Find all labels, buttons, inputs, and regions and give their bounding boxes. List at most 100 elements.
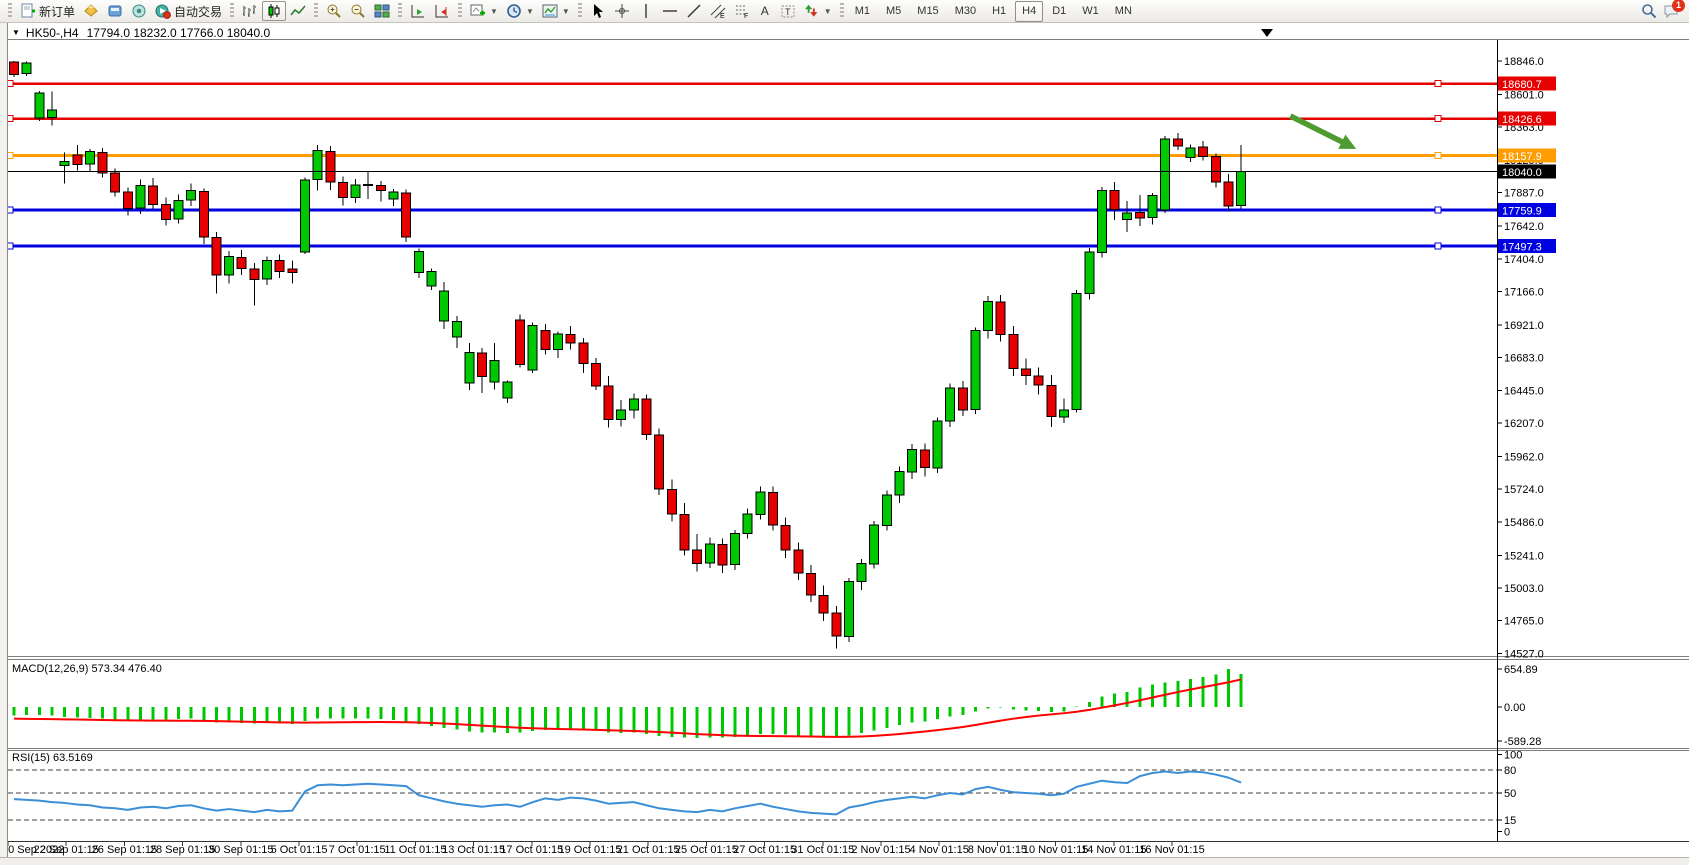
svg-text:F: F — [744, 13, 748, 19]
timeframe-M1[interactable]: M1 — [854, 5, 870, 17]
candle-body — [489, 360, 500, 383]
main-toolbar: 新订单 自动交易 — [0, 0, 1689, 23]
candle-body — [375, 184, 386, 191]
candle-body — [1210, 155, 1221, 183]
zoom-in-button[interactable] — [322, 1, 346, 21]
candle-body — [1058, 409, 1069, 418]
zoom-out-icon — [350, 3, 366, 19]
down-arrow-head — [1338, 134, 1357, 149]
candle-body — [641, 398, 652, 436]
line-handle[interactable] — [1434, 115, 1442, 123]
timeframe-H1[interactable]: H1 — [992, 5, 1007, 17]
candle-body — [1134, 212, 1145, 219]
candle-body — [527, 324, 538, 371]
svg-text:T: T — [785, 7, 791, 17]
vertical-line-button[interactable] — [634, 1, 658, 21]
candle-body — [932, 420, 943, 469]
autotrading-button[interactable]: 自动交易 — [151, 1, 226, 21]
fibonacci-button[interactable]: F — [730, 1, 754, 21]
line-handle[interactable] — [1434, 80, 1442, 88]
equidistant-channel-button[interactable]: E — [706, 1, 730, 21]
date-label: 10 Nov 01:15 — [1023, 844, 1088, 856]
date-label: 22 Sep 01:15 — [33, 844, 98, 856]
candle-body — [1236, 171, 1247, 206]
candle-body — [831, 612, 842, 637]
candle-body — [198, 190, 209, 238]
line-handle[interactable] — [1434, 206, 1442, 214]
candle-body — [287, 268, 298, 274]
templates-button[interactable]: ▼ — [538, 1, 574, 21]
crosshair-button[interactable] — [610, 1, 634, 21]
signals-button[interactable] — [127, 1, 151, 21]
timeframe-W1[interactable]: W1 — [1082, 5, 1099, 17]
search-icon[interactable] — [1641, 3, 1657, 19]
candle-body — [666, 488, 677, 515]
text-button[interactable]: A — [754, 1, 776, 21]
axis-tick-label: 16683.0 — [1504, 353, 1544, 365]
new-order-button[interactable]: 新订单 — [16, 1, 79, 21]
macd-axis-label: -589.28 — [1504, 736, 1541, 748]
date-label: 17 Oct 01:15 — [500, 844, 563, 856]
price-badge-label: 18680.7 — [1502, 79, 1542, 91]
new-chart-icon — [470, 3, 486, 19]
date-label: 8 Nov 01:15 — [968, 844, 1027, 856]
rsi-axis-label: 15 — [1504, 815, 1516, 827]
candle-body — [704, 543, 715, 564]
toolbar-grip — [8, 3, 12, 19]
market-watch-button[interactable] — [79, 1, 103, 21]
bar-chart-button[interactable] — [238, 1, 262, 21]
chart-shift-button[interactable] — [430, 1, 454, 21]
candle-body — [1122, 212, 1133, 221]
candle-body — [224, 256, 235, 276]
timeframe-M15[interactable]: M15 — [917, 5, 939, 17]
horizontal-line-button[interactable] — [658, 1, 682, 21]
candlestick-button[interactable] — [262, 1, 287, 21]
axis-tick-label: 17166.0 — [1504, 286, 1544, 298]
navigator-button[interactable] — [103, 1, 127, 21]
auto-scroll-button[interactable] — [406, 1, 430, 21]
arrows-button[interactable]: ▼ — [800, 1, 836, 21]
timeframe-M30[interactable]: M30 — [954, 5, 977, 17]
down-arrow-annotation[interactable] — [1289, 113, 1348, 147]
candle-body — [426, 270, 437, 287]
cursor-button[interactable] — [586, 1, 610, 21]
candle-body — [160, 203, 171, 220]
rsi-axis-label: 50 — [1504, 788, 1516, 800]
candle-body — [363, 184, 374, 187]
timeframe-M5[interactable]: M5 — [886, 5, 902, 17]
trendline-button[interactable] — [682, 1, 706, 21]
new-chart-button[interactable]: ▼ — [466, 1, 502, 21]
candle-body — [325, 151, 336, 183]
tile-windows-button[interactable] — [370, 1, 394, 21]
timeframes-clock-button[interactable]: ▼ — [502, 1, 538, 21]
vertical-line-icon — [638, 3, 654, 19]
zoom-out-button[interactable] — [346, 1, 370, 21]
axis-tick-label: 15962.0 — [1504, 452, 1544, 464]
axis-tick-label: 16921.0 — [1504, 320, 1544, 332]
candle-body — [894, 471, 905, 496]
timeframe-H4[interactable]: H4 — [1015, 0, 1044, 22]
line-chart-button[interactable] — [286, 1, 310, 21]
candle-body — [805, 572, 816, 596]
chart-shift-marker-icon[interactable] — [1261, 29, 1273, 37]
text-label-button[interactable]: T — [776, 1, 800, 21]
window-left-edge — [0, 23, 8, 865]
chat-button[interactable]: 1 — [1663, 0, 1685, 19]
line-handle[interactable] — [1434, 151, 1442, 159]
timeframe-MN[interactable]: MN — [1114, 5, 1132, 17]
price-badge — [1498, 238, 1556, 253]
price-badge — [1498, 76, 1556, 91]
new-order-icon — [20, 3, 36, 19]
line-handle[interactable] — [1434, 242, 1442, 250]
date-label: 30 Sep 01:15 — [208, 844, 273, 856]
candle-body — [818, 594, 829, 614]
candle-body — [451, 320, 462, 338]
timeframe-D1[interactable]: D1 — [1052, 5, 1067, 17]
market-watch-icon — [83, 3, 99, 19]
axis-tick-label: 17887.0 — [1504, 188, 1544, 200]
axis-tick-label: 15486.0 — [1504, 517, 1544, 529]
chart-title-bar[interactable]: ▼ HK50-,H4 17794.0 18232.0 17766.0 18040… — [8, 26, 1689, 40]
axis-tick-label: 14765.0 — [1504, 616, 1544, 628]
candle-body — [970, 329, 981, 410]
